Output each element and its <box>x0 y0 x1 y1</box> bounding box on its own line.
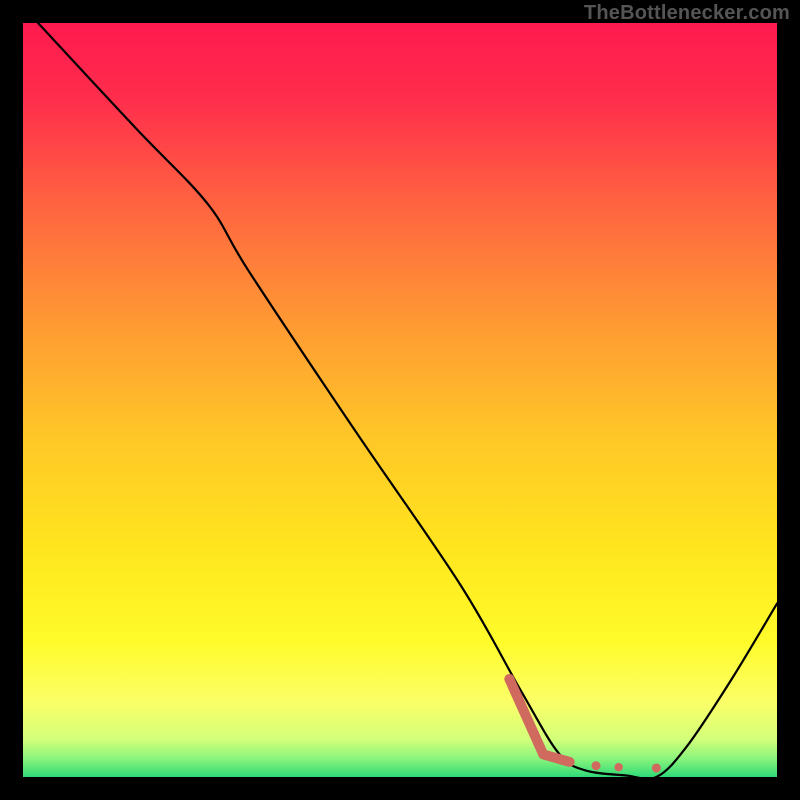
plot-svg <box>23 23 777 777</box>
marker-dot-1 <box>614 763 622 771</box>
chart-root: TheBottlenecker.com <box>0 0 800 800</box>
gradient-background <box>23 23 777 777</box>
plot-area <box>23 23 777 777</box>
marker-dot-2 <box>652 763 661 772</box>
marker-dot-0 <box>592 761 601 770</box>
attribution-text: TheBottlenecker.com <box>584 2 790 25</box>
